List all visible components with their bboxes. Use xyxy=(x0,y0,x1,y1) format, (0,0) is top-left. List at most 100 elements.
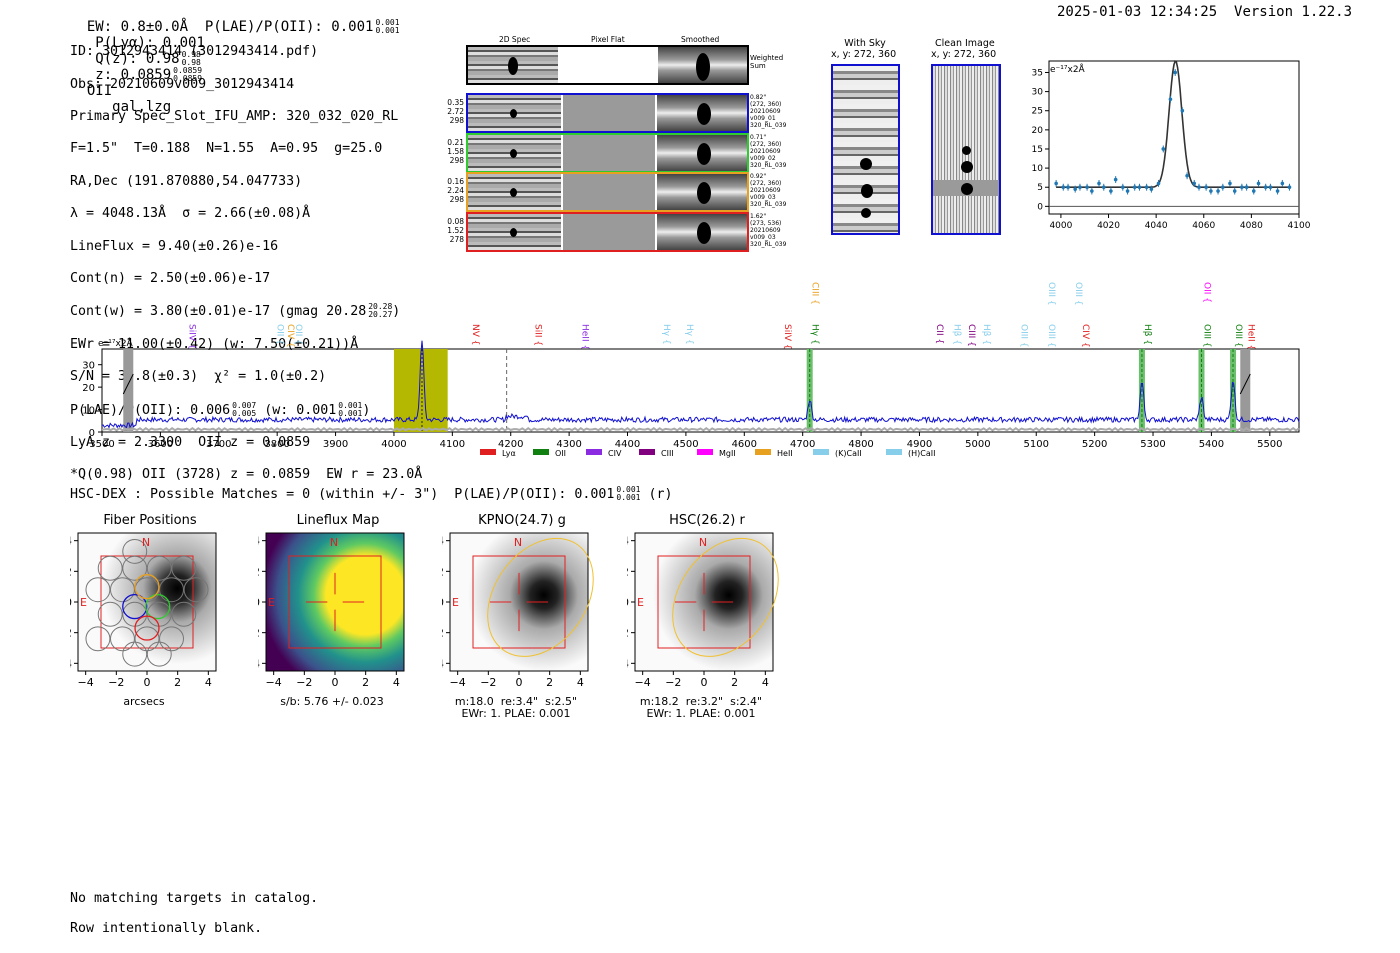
info-lambda: λ = 4048.13Å σ = 2.66(±0.08)Å xyxy=(70,206,311,222)
legend-label: CIV xyxy=(608,449,622,458)
cutout-row-meta: 0.92" (272, 360) 20210609 v009_03 320_RL… xyxy=(750,173,787,208)
header-z-sub: 0.0859 xyxy=(173,74,203,83)
spectrum-x-tick-label: 3600 xyxy=(148,439,173,450)
panel-plot: N E −4 4 −2 2 0 0 2 −2 4 −4 xyxy=(70,532,217,689)
zoom-x-tick-label: 4040 xyxy=(1145,221,1168,231)
cutout-row-values: 0.08 1.52 278 xyxy=(447,217,464,244)
fiber-circle xyxy=(183,577,209,603)
x-tick-label: 0 xyxy=(144,676,151,689)
clean-image xyxy=(931,64,1001,235)
spectrum-line-label: OIII { xyxy=(1046,282,1056,306)
aperture-box xyxy=(657,555,751,649)
fiber-circle xyxy=(159,577,184,603)
x-tick-label: −4 xyxy=(266,676,282,689)
spectrum-x-tick-label: 5200 xyxy=(1082,439,1107,450)
full-spectrum-plot: SiIV {OII {CIV {OII {NV {SiII {HeII {Hγ … xyxy=(82,282,1300,458)
spectrum-line-label: SiIV { xyxy=(187,324,197,350)
spectrum-line-label: Hγ { xyxy=(810,324,820,345)
x-tick-label: 2 xyxy=(546,676,553,689)
spectrum-line-label: Hβ { xyxy=(981,324,991,345)
spectrum-frame xyxy=(101,348,1300,433)
with-sky-title: With Sky xyxy=(844,38,886,49)
zoom-data-point xyxy=(1268,185,1273,190)
legend-label: Lyα xyxy=(502,449,516,458)
footer-notes: No matching targets in catalog. Row inte… xyxy=(70,876,318,951)
spectrum-y-tick-label: 0 xyxy=(89,428,95,439)
weighted-sum-cutout xyxy=(466,45,749,85)
info-q: *Q(0.98) OII (3728) z = 0.0859 EW r = 23… xyxy=(70,467,423,483)
zoom-data-point xyxy=(1240,185,1244,190)
info-lineflux: LineFlux = 9.40(±0.26)e-16 xyxy=(70,238,279,254)
aperture-box xyxy=(472,555,566,649)
zoom-data-point xyxy=(1216,189,1220,193)
spectrum-line-label: CIII { xyxy=(810,282,820,305)
zoom-data-point xyxy=(1280,181,1285,186)
spectrum-x-tick-label: 4000 xyxy=(381,439,406,450)
spectrum-line-label: HeII { xyxy=(1245,324,1255,350)
zoom-data-point xyxy=(1085,185,1089,190)
aperture-box xyxy=(288,555,382,649)
spectrum-line-label: CIV { xyxy=(285,324,295,348)
y-tick-label: 4 xyxy=(627,657,629,670)
galaxy-ellipse xyxy=(672,537,779,657)
spectrum-x-tick-label: 4500 xyxy=(673,439,698,450)
info-plae-w: (w: 0.001 xyxy=(264,402,337,418)
panel-caption-2: EWr: 1. PLAE: 0.001 xyxy=(646,707,756,720)
zoom-data-point xyxy=(1137,185,1142,190)
zoom-data-point xyxy=(1113,177,1118,182)
zoom-data-point xyxy=(1109,189,1113,193)
imaging-panel: KPNO(24.7) g N E −4 4 −2 2 0 0 2 −2 4 −4 m:18.0 re:3.… xyxy=(442,510,622,730)
spectrum-x-tick-label: 3800 xyxy=(264,439,289,450)
x-tick-label: 4 xyxy=(205,676,212,689)
imaging-panel: HSC(26.2) r N E −4 4 −2 2 0 0 2 −2 4 −4 m:18.2 re:3.2… xyxy=(627,510,807,730)
spectrum-line-label: Hγ { xyxy=(684,324,694,345)
zoom-data-point xyxy=(1090,189,1094,193)
fiber-circle xyxy=(146,641,172,667)
legend-swatch xyxy=(586,449,602,455)
fiber-circle xyxy=(134,626,160,652)
fiber-highlight-orange xyxy=(134,574,160,600)
header-version: Version 1.22.3 xyxy=(1234,4,1353,20)
cutout-smoothed-blob xyxy=(697,143,711,165)
spectrum-x-tick-label: 5500 xyxy=(1257,439,1282,450)
header-qz: Q(z): 0.98 xyxy=(95,51,180,67)
panel-caption: m:18.0 re:3.4" s:2.5" xyxy=(454,695,578,708)
spectrum-line-label: OII { xyxy=(1201,282,1211,303)
east-label: E xyxy=(80,596,87,609)
info-id: ID: 3012943414 (3012943414.pdf) xyxy=(70,44,319,60)
zoom-data-point xyxy=(1073,187,1077,191)
spectrum-error-line xyxy=(101,426,1300,432)
legend-swatch xyxy=(813,449,829,455)
aperture-box xyxy=(100,555,194,649)
fiber-circle xyxy=(146,555,172,581)
weighted-smoothed-blob xyxy=(696,53,710,81)
cutout-row-values: 0.16 2.24 298 xyxy=(447,177,464,204)
info-obs: Obs: 20210609v009_3012943414 xyxy=(70,76,295,92)
fiber-circle xyxy=(159,626,184,652)
spectrum-y-tick-label: 10 xyxy=(82,406,95,417)
legend-swatch xyxy=(697,449,713,455)
panel-image xyxy=(266,533,404,671)
panel-caption: arcsecs xyxy=(123,695,165,708)
info-lya: LyA z = 2.3300 OII z = 0.0859 xyxy=(70,435,311,451)
spectrum-x-tick-label: 4700 xyxy=(790,439,815,450)
y-tick-label: 4 xyxy=(70,657,72,670)
zoom-data-point xyxy=(1061,185,1066,190)
spectrum-line-label: NV { xyxy=(470,324,480,345)
zoom-x-tick-label: 4060 xyxy=(1192,221,1215,231)
x-tick-label: 4 xyxy=(762,676,769,689)
panel-title: Fiber Positions xyxy=(103,513,197,528)
col-label-flat: Pixel Flat xyxy=(591,35,625,44)
panel-title: HSC(26.2) r xyxy=(669,513,745,528)
with-sky-source-2 xyxy=(861,184,873,198)
clean-title: Clean Image xyxy=(935,38,995,49)
zoom-y-tick-label: 30 xyxy=(1032,88,1044,98)
header-qz-sub: 0.98 xyxy=(181,58,201,67)
legend-label: (H)CaII xyxy=(908,449,935,458)
spectrum-line-label: OIII { xyxy=(1073,282,1083,306)
cutout-row xyxy=(466,172,749,212)
x-tick-label: −4 xyxy=(78,676,94,689)
cutout-row-values: 0.35 2.72 298 xyxy=(447,98,464,125)
with-sky-image xyxy=(831,64,900,235)
zoom-data-point xyxy=(1173,70,1177,75)
